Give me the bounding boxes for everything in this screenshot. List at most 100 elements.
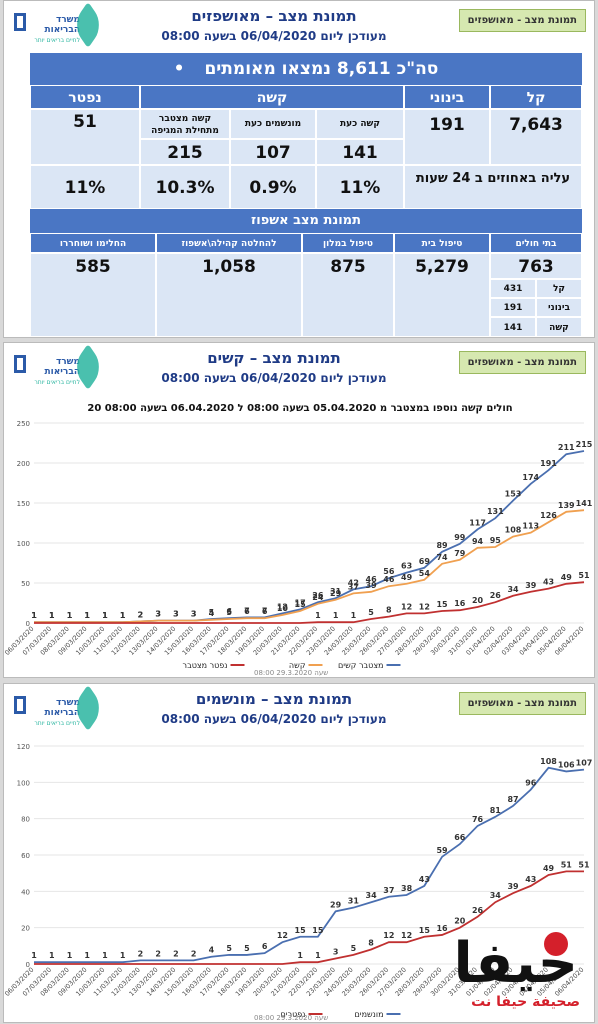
data-label: 3 [155, 610, 161, 619]
data-label: 43 [525, 875, 536, 884]
menorah-icon [14, 696, 26, 714]
breakdown-value-moderate: 191 [490, 298, 536, 317]
data-label: 1 [84, 611, 90, 620]
y-tick-label: 250 [17, 420, 30, 428]
y-tick-label: 80 [21, 816, 30, 824]
data-label: 215 [576, 440, 593, 449]
menorah-icon [14, 13, 26, 31]
data-label: 1 [120, 951, 126, 960]
data-label: 2 [138, 610, 144, 619]
data-label: 131 [487, 507, 504, 516]
legend-label: מצטבר קשים [338, 661, 384, 670]
increase-severe-now: 11% [316, 165, 404, 209]
data-label: 43 [543, 578, 554, 587]
value-recovered: 585 [30, 253, 156, 337]
data-label: 6 [226, 607, 232, 616]
data-label: 3 [173, 610, 179, 619]
data-label: 51 [578, 571, 590, 580]
data-label: 108 [540, 757, 557, 766]
data-label: 12 [401, 931, 412, 940]
data-label: 26 [490, 591, 502, 600]
data-label: 1 [315, 611, 321, 620]
data-label: 1 [49, 611, 55, 620]
y-tick-label: 200 [17, 460, 30, 468]
data-label: 1 [315, 951, 321, 960]
ministry-logo: משרד הבריאות לחיים בריאים יותר [14, 684, 106, 732]
section-badge: תמונת מצב - מאושפזים [458, 351, 586, 374]
data-label: 1 [67, 611, 73, 620]
panel-header: משרד הבריאות לחיים בריאים יותר תמונת מצב –… [4, 1, 594, 49]
data-label: 5 [226, 944, 232, 953]
data-label: 12 [277, 602, 288, 611]
panel-header: משרד הבריאות לחיים בריאים יותר תמונת מצב –… [4, 343, 594, 391]
data-label: 2 [191, 949, 197, 958]
data-label: 31 [348, 897, 360, 906]
data-label: 54 [419, 569, 431, 578]
data-label: 3 [173, 610, 179, 619]
data-label: 15 [295, 926, 307, 935]
data-label: 1 [84, 951, 90, 960]
subheader-severe-cumulative: קשה מצטבר מתחילת המגיפה [140, 109, 230, 139]
data-label: 42 [348, 578, 359, 587]
data-label: 34 [490, 891, 502, 900]
page-title: תמונת מצב – מונשמים [195, 690, 353, 708]
data-label: 1 [120, 611, 126, 620]
legend-label: מונשמים [354, 1010, 383, 1019]
data-label: 1 [67, 951, 73, 960]
data-label: 34 [507, 585, 519, 594]
data-label: 5 [209, 608, 215, 617]
data-label: 7 [244, 606, 250, 615]
chart-title: חולים קשה נוספו במצטבר מ 05.04.2020 בשעה… [87, 403, 513, 414]
data-label: 89 [436, 541, 448, 550]
header-deceased: נפטר [30, 85, 140, 109]
increase-severe-cumulative: 10.3% [140, 165, 230, 209]
data-label: 10 [277, 604, 289, 613]
data-label: 4 [209, 609, 215, 618]
total-confirmed-text: סה"כ 8,611 נמצאו מאומתים [204, 59, 439, 79]
data-label: 20 [454, 917, 466, 926]
y-tick-label: 100 [17, 540, 30, 548]
y-tick-label: 50 [21, 580, 30, 588]
data-label: 117 [469, 518, 486, 527]
bullet-icon: • [173, 59, 185, 79]
breakdown-label-severe: קשה [536, 317, 582, 337]
page-subtitle: מעודכן ליום 06/04/2020 בשעה 08:00 [161, 712, 387, 726]
data-label: 16 [436, 924, 448, 933]
data-label: 63 [401, 562, 412, 571]
value-home-care: 5,279 [394, 253, 490, 337]
data-label: 17 [295, 598, 306, 607]
data-label: 2 [138, 949, 144, 958]
data-label: 26 [472, 906, 484, 915]
ventilated-line-chart: 02040608010012006/03/202007/03/202008/03… [4, 743, 592, 1019]
header-community: להחלטה קהילה\אשפוז [156, 233, 302, 253]
data-label: 96 [525, 779, 537, 788]
data-label: 2 [138, 610, 144, 619]
data-label: 81 [490, 806, 502, 815]
panel-header: משרד הבריאות לחיים בריאים יותר תמונת מצב –… [4, 684, 594, 732]
data-label: 38 [401, 884, 413, 893]
data-label: 56 [383, 567, 395, 576]
data-label: 1 [102, 951, 108, 960]
data-label: 5 [351, 944, 357, 953]
data-label: 191 [540, 459, 557, 468]
data-label: 1 [102, 611, 108, 620]
data-label: 15 [295, 600, 307, 609]
data-label: 95 [490, 536, 502, 545]
data-label: 39 [366, 581, 378, 590]
value-community: 1,058 [156, 253, 302, 337]
data-label: 1 [31, 611, 37, 620]
data-label: 3 [191, 610, 197, 619]
watermark-logo: حيفا صحيفة حيفا نت [416, 932, 586, 1018]
value-hotel-care: 875 [302, 253, 394, 337]
data-label: 3 [191, 610, 197, 619]
data-label: 1 [84, 611, 90, 620]
data-label: 106 [558, 760, 575, 769]
data-label: 79 [454, 549, 466, 558]
section-badge: תמונת מצב - מאושפזים [458, 9, 586, 32]
data-label: 12 [277, 931, 288, 940]
page-title: תמונת מצב – מאושפזים [191, 7, 357, 25]
data-label: 108 [505, 526, 522, 535]
data-label: 69 [419, 557, 431, 566]
breakdown-label-mild: קל [536, 279, 582, 298]
data-label: 31 [330, 587, 342, 596]
